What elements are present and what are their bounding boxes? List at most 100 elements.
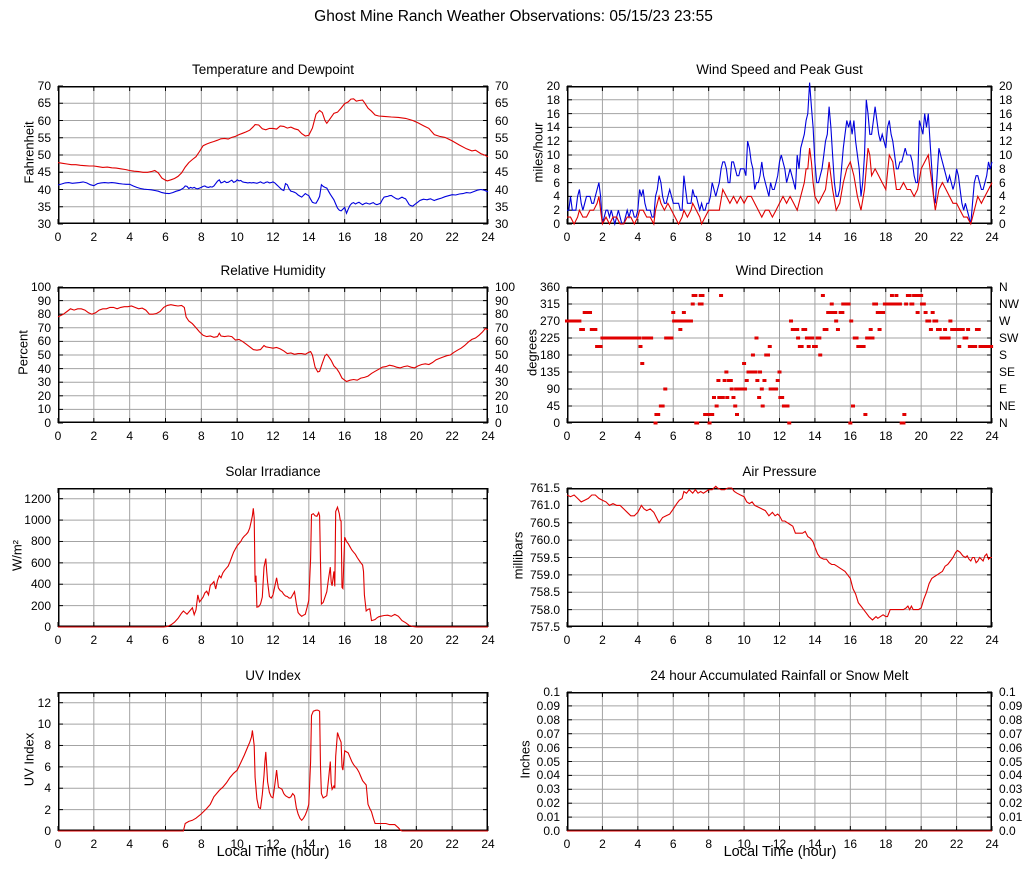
uv-index-xtick-label: 0	[54, 837, 62, 851]
wind-direction-point	[785, 404, 790, 408]
wind-direction-point	[777, 370, 782, 374]
wind-direction-point	[757, 396, 762, 399]
relative-humidity-ytick-label: 50	[37, 348, 51, 362]
air-pressure-xtick-label: 12	[772, 633, 787, 647]
rainfall-ytick-label-right: 0.05	[999, 754, 1023, 769]
wind-direction-point	[728, 379, 733, 382]
wind-direction-point	[976, 328, 981, 331]
wind-direction-point	[653, 421, 658, 425]
wind-speed-gust-plot-area	[566, 82, 993, 227]
wind-direction-point	[829, 302, 834, 306]
wind-direction-point	[960, 328, 965, 331]
wind-direction-xtick-label: 10	[737, 429, 751, 443]
rainfall-xtick-label: 18	[879, 837, 893, 851]
wind-direction-compass-label: N	[999, 416, 1008, 430]
wind-direction-point	[717, 396, 722, 399]
wind-direction-xtick-label: 20	[914, 429, 928, 443]
temperature-dewpoint-ytick-label: 70	[37, 79, 51, 93]
wind-direction-xtick-label: 8	[705, 429, 712, 443]
wind-direction-point	[803, 328, 808, 331]
wind-direction-point	[923, 311, 928, 314]
temperature-dewpoint-xtick-label: 6	[162, 230, 169, 244]
temperature-dewpoint-xtick-label: 8	[197, 230, 205, 244]
wind-speed-gust-xtick-label: 24	[985, 230, 999, 244]
wind-direction-xtick-label: 4	[634, 429, 642, 443]
solar-irradiance-plot-area	[57, 488, 489, 628]
wind-speed-gust-ytick-label-right: 8	[999, 161, 1006, 176]
wind-direction-point	[593, 328, 598, 331]
wind-direction-point	[901, 421, 906, 425]
temperature-dewpoint-xtick-label: 2	[90, 230, 98, 244]
wind-direction-point	[789, 319, 794, 323]
uv-index-xtick-label: 20	[409, 837, 423, 851]
wind-speed-gust-xtick-label: 8	[705, 230, 712, 244]
relative-humidity-xtick-label: 10	[230, 429, 244, 443]
rainfall-ytick-label: 0.05	[536, 754, 560, 769]
wind-direction-point	[907, 294, 912, 297]
rainfall-xtick-label: 4	[634, 837, 642, 851]
wind-speed-gust-ytick-label: 2	[553, 203, 560, 218]
relative-humidity-xtick-label: 22	[445, 429, 459, 443]
wind-direction-point	[818, 353, 823, 357]
wind-speed-gust-ytick-label-right: 10	[999, 148, 1013, 162]
wind-direction-point	[833, 311, 838, 314]
air-pressure-ytick-label: 760.5	[529, 515, 560, 530]
wind-direction-point	[894, 294, 899, 297]
rainfall-xtick-label: 22	[949, 837, 964, 851]
rainfall-ytick-label-right: 0.08	[999, 712, 1023, 727]
wind-direction-point	[848, 421, 853, 425]
uv-index-ytick-label: 2	[44, 802, 51, 817]
air-pressure-xtick-label: 6	[669, 633, 677, 647]
wind-direction-point	[913, 294, 918, 297]
relative-humidity-ytick-label: 90	[37, 293, 51, 308]
wind-direction-point	[699, 302, 704, 306]
wind-direction-ytick-label: 135	[539, 365, 560, 379]
air-pressure-xtick-label: 24	[985, 633, 999, 647]
wind-direction-point	[719, 294, 724, 297]
wind-direction-point	[671, 311, 676, 314]
wind-direction-point	[780, 396, 785, 399]
rainfall-ytick-label: 0.07	[536, 726, 560, 741]
wind-direction-point	[750, 353, 755, 357]
wind-speed-gust-ytick-label: 20	[546, 79, 560, 93]
solar-irradiance-xtick-label: 8	[197, 633, 205, 647]
solar-irradiance-xtick-label: 14	[302, 633, 316, 647]
uv-index-xtick-label: 22	[445, 837, 459, 851]
relative-humidity-xtick-label: 18	[373, 429, 388, 443]
wind-direction-point	[731, 396, 736, 399]
air-pressure-ytick-label: 760.0	[529, 533, 560, 548]
wind-direction-point	[957, 345, 962, 348]
rainfall-xtick-label: 20	[914, 837, 928, 851]
wind-direction-point	[930, 311, 935, 314]
temperature-dewpoint-xtick-label: 16	[337, 230, 352, 244]
wind-speed-gust-xtick-label: 2	[599, 230, 606, 244]
relative-humidity-ytick-label: 30	[37, 375, 51, 390]
wind-direction-point	[915, 311, 920, 314]
wind-direction-point	[973, 345, 978, 348]
wind-direction-compass-label: SW	[999, 331, 1019, 345]
relative-humidity-ytick-label: 10	[37, 402, 51, 417]
wind-speed-gust-ytick-label: 18	[546, 92, 560, 107]
rainfall-ytick-label-right: 0.07	[999, 726, 1023, 741]
air-pressure-ytick-label: 758.5	[529, 585, 560, 600]
relative-humidity-ytick-label-right: 60	[495, 334, 509, 349]
solar-irradiance-ytick-label: 400	[30, 577, 51, 592]
wind-speed-gust-xtick-label: 16	[843, 230, 857, 244]
uv-index-xtick-label: 24	[481, 837, 495, 851]
wind-direction-compass-label: NE	[999, 399, 1016, 413]
uv-index-xtick-label: 8	[197, 837, 205, 851]
air-pressure-plot-area	[566, 485, 993, 628]
air-pressure-xtick-label: 18	[879, 633, 893, 647]
solar-irradiance-ytick-label: 600	[30, 555, 51, 570]
x-axis-label-local-time-right: Local Time (hour)	[723, 844, 837, 860]
wind-direction-point	[754, 336, 759, 340]
rainfall-ytick-label: 0.02	[536, 796, 560, 811]
wind-direction-point	[850, 404, 855, 408]
temperature-dewpoint-ytick-label-right: 65	[495, 96, 509, 111]
wind-direction-point	[714, 404, 719, 408]
wind-speed-gust-ytick-label: 10	[546, 148, 560, 162]
solar-irradiance-xtick-label: 2	[90, 633, 98, 647]
wind-speed-gust-xtick-label: 10	[737, 230, 751, 244]
relative-humidity-ytick-label-right: 30	[495, 375, 509, 390]
page-title: Ghost Mine Ranch Weather Observations: 0…	[314, 8, 713, 25]
